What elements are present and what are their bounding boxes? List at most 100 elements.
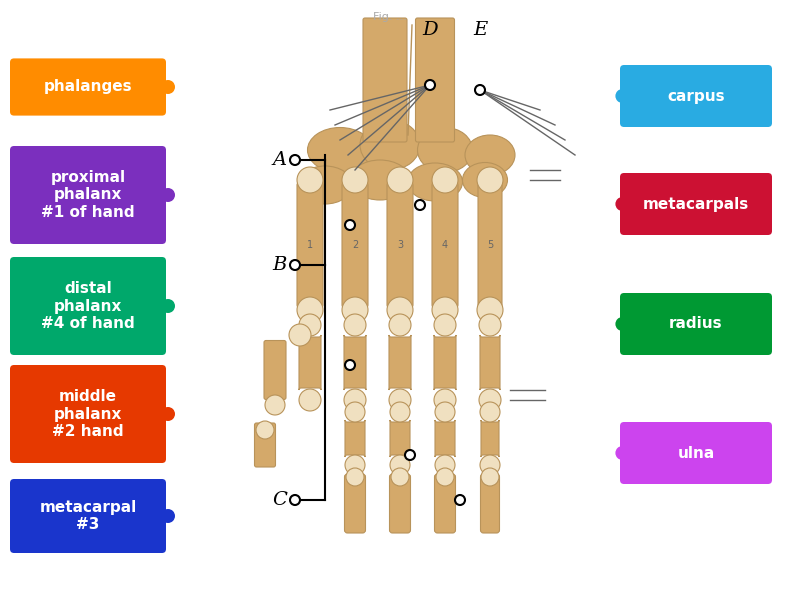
FancyBboxPatch shape [434, 474, 455, 533]
FancyBboxPatch shape [297, 183, 323, 307]
Text: 2: 2 [352, 240, 358, 250]
Circle shape [425, 80, 435, 90]
Circle shape [432, 167, 458, 193]
Text: D: D [422, 21, 438, 39]
FancyBboxPatch shape [10, 365, 166, 463]
FancyBboxPatch shape [481, 420, 499, 457]
FancyBboxPatch shape [620, 65, 772, 127]
FancyBboxPatch shape [390, 420, 410, 457]
Circle shape [389, 314, 411, 336]
Circle shape [481, 468, 499, 486]
Ellipse shape [360, 120, 420, 170]
Circle shape [290, 260, 300, 270]
Circle shape [344, 389, 366, 411]
Text: ulna: ulna [678, 445, 714, 461]
Text: distal
phalanx
#4 of hand: distal phalanx #4 of hand [41, 281, 135, 331]
Circle shape [345, 402, 365, 422]
Circle shape [480, 455, 500, 475]
Circle shape [161, 509, 175, 523]
Circle shape [290, 155, 300, 165]
Circle shape [435, 455, 455, 475]
FancyBboxPatch shape [254, 423, 275, 467]
Circle shape [432, 297, 458, 323]
Circle shape [345, 455, 365, 475]
FancyBboxPatch shape [345, 474, 366, 533]
Circle shape [434, 389, 456, 411]
Text: 1: 1 [307, 240, 313, 250]
Text: 4: 4 [442, 240, 448, 250]
Text: middle
phalanx
#2 hand: middle phalanx #2 hand [52, 389, 124, 439]
FancyBboxPatch shape [342, 183, 368, 307]
Circle shape [256, 421, 274, 439]
FancyBboxPatch shape [435, 420, 455, 457]
Circle shape [436, 468, 454, 486]
Text: A: A [273, 151, 287, 169]
Text: C: C [272, 491, 287, 509]
FancyBboxPatch shape [415, 18, 454, 142]
Circle shape [299, 314, 321, 336]
Circle shape [289, 324, 311, 346]
Circle shape [479, 314, 501, 336]
Circle shape [615, 89, 630, 103]
FancyBboxPatch shape [620, 293, 772, 355]
Circle shape [161, 407, 175, 421]
Circle shape [479, 389, 501, 411]
Circle shape [161, 299, 175, 313]
Circle shape [297, 167, 323, 193]
Circle shape [615, 317, 630, 331]
FancyBboxPatch shape [434, 335, 456, 390]
Ellipse shape [462, 163, 507, 197]
Circle shape [161, 80, 175, 94]
FancyBboxPatch shape [10, 257, 166, 355]
Circle shape [455, 495, 465, 505]
FancyBboxPatch shape [299, 335, 321, 390]
Ellipse shape [407, 163, 462, 201]
Circle shape [389, 389, 411, 411]
Circle shape [161, 188, 175, 202]
Text: 3: 3 [397, 240, 403, 250]
FancyBboxPatch shape [345, 420, 365, 457]
Circle shape [342, 297, 368, 323]
FancyBboxPatch shape [10, 479, 166, 553]
Circle shape [405, 450, 415, 460]
Circle shape [434, 314, 456, 336]
FancyBboxPatch shape [390, 474, 410, 533]
Text: metacarpal
#3: metacarpal #3 [39, 500, 137, 532]
FancyBboxPatch shape [620, 173, 772, 235]
FancyBboxPatch shape [10, 58, 166, 116]
Ellipse shape [350, 160, 410, 200]
FancyBboxPatch shape [344, 335, 366, 390]
Text: B: B [273, 256, 287, 274]
Circle shape [475, 85, 485, 95]
Text: 5: 5 [487, 240, 493, 250]
Text: carpus: carpus [667, 88, 725, 103]
Circle shape [387, 297, 413, 323]
FancyBboxPatch shape [620, 422, 772, 484]
Ellipse shape [307, 127, 373, 173]
Ellipse shape [465, 135, 515, 175]
FancyBboxPatch shape [389, 335, 411, 390]
Circle shape [290, 495, 300, 505]
Circle shape [477, 167, 503, 193]
FancyBboxPatch shape [478, 183, 502, 307]
Text: metacarpals: metacarpals [643, 196, 749, 211]
Circle shape [480, 402, 500, 422]
Text: E: E [473, 21, 487, 39]
Circle shape [615, 446, 630, 460]
Circle shape [345, 360, 355, 370]
FancyBboxPatch shape [363, 18, 407, 142]
Circle shape [391, 468, 409, 486]
FancyBboxPatch shape [480, 335, 500, 390]
Circle shape [299, 389, 321, 411]
Circle shape [435, 402, 455, 422]
Circle shape [265, 395, 285, 415]
Circle shape [387, 167, 413, 193]
Ellipse shape [418, 127, 473, 173]
Text: phalanges: phalanges [44, 79, 132, 94]
Circle shape [415, 200, 425, 210]
FancyBboxPatch shape [481, 474, 499, 533]
FancyBboxPatch shape [387, 183, 413, 307]
FancyBboxPatch shape [10, 146, 166, 244]
Circle shape [390, 455, 410, 475]
Circle shape [342, 167, 368, 193]
